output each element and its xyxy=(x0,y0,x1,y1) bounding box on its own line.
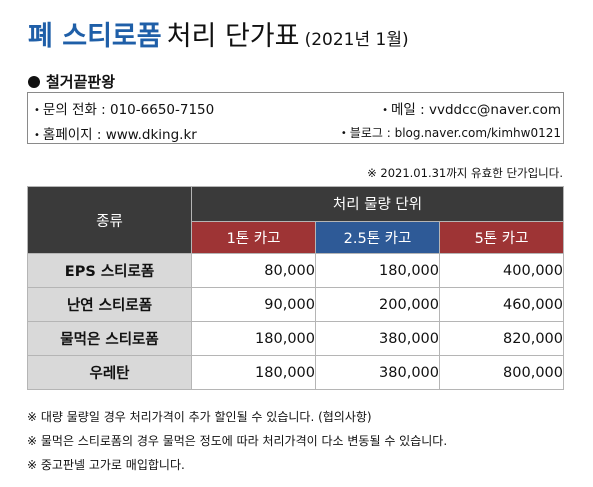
price-cell: 200,000 xyxy=(315,287,440,322)
footnote: ※ 물먹은 스티로폼의 경우 물먹은 정도에 따라 처리가격이 다소 변동될 수… xyxy=(27,434,448,448)
footnote: ※ 중고판넬 고가로 매입합니다. xyxy=(27,458,185,472)
row-label: 물먹은 스티로폼 xyxy=(27,321,192,356)
contact-blog: • 블로그 : blog.naver.com/kimhw0121 xyxy=(341,124,561,141)
title-highlight: 폐 스티로폼 xyxy=(28,21,162,52)
table-row: 난연 스티로폼 90,000 200,000 460,000 xyxy=(27,287,564,322)
price-cell: 820,000 xyxy=(439,321,564,356)
title-date: (2021년 1월) xyxy=(304,30,409,50)
contact-blog-text: 블로그 : blog.naver.com/kimhw0121 xyxy=(349,126,561,140)
col-header-2-5ton: 2.5톤 카고 xyxy=(315,220,440,255)
price-cell: 460,000 xyxy=(439,287,564,322)
row-label: 난연 스티로폼 xyxy=(27,287,192,322)
contact-phone: • 문의 전화 : 010-6650-7150 xyxy=(34,98,214,118)
contact-email-text: 메일 : vvddcc@naver.com xyxy=(391,102,561,118)
contact-homepage-text: 홈페이지 : www.dking.kr xyxy=(42,127,197,143)
bullet-icon: • xyxy=(34,130,40,141)
bullet-icon: • xyxy=(382,105,388,116)
contact-email: • 메일 : vvddcc@naver.com xyxy=(382,98,561,118)
page-title: 폐 스티로폼 처리 단가표 (2021년 1월) xyxy=(28,14,409,53)
footnotes: ※ 대량 물량일 경우 처리가격이 추가 할인될 수 있습니다. (협의사항) … xyxy=(27,405,447,477)
table-row: 물먹은 스티로폼 180,000 380,000 820,000 xyxy=(27,321,564,356)
table-row: 우레탄 180,000 380,000 800,000 xyxy=(27,355,564,390)
bullet-dot-icon xyxy=(28,76,40,88)
col-header-5ton: 5톤 카고 xyxy=(439,220,564,255)
price-cell: 180,000 xyxy=(191,355,316,390)
unit-header: 처리 물량 단위 xyxy=(191,186,564,222)
price-cell: 180,000 xyxy=(191,321,316,356)
row-label: 우레탄 xyxy=(27,355,192,390)
col-header-1ton: 1톤 카고 xyxy=(191,220,316,255)
price-cell: 800,000 xyxy=(439,355,564,390)
price-cell: 400,000 xyxy=(439,253,564,288)
price-cell: 380,000 xyxy=(315,321,440,356)
contact-homepage: • 홈페이지 : www.dking.kr xyxy=(34,123,197,143)
table-row: EPS 스티로폼 80,000 180,000 400,000 xyxy=(27,253,564,288)
price-table: 종류 처리 물량 단위 1톤 카고 2.5톤 카고 5톤 카고 EPS 스티로폼… xyxy=(27,186,564,390)
kind-header: 종류 xyxy=(27,186,192,254)
price-cell: 380,000 xyxy=(315,355,440,390)
price-cell: 180,000 xyxy=(315,253,440,288)
price-cell: 90,000 xyxy=(191,287,316,322)
bullet-icon: • xyxy=(34,105,40,116)
validity-note: ※ 2021.01.31까지 유효한 단가입니다. xyxy=(367,166,563,180)
price-cell: 80,000 xyxy=(191,253,316,288)
footnote: ※ 대량 물량일 경우 처리가격이 추가 할인될 수 있습니다. (협의사항) xyxy=(27,410,372,424)
row-label: EPS 스티로폼 xyxy=(27,253,192,288)
company-heading: 철거끝판왕 xyxy=(28,71,115,92)
title-main: 처리 단가표 xyxy=(166,21,300,52)
company-name: 철거끝판왕 xyxy=(46,73,116,91)
contact-box: • 문의 전화 : 010-6650-7150 • 메일 : vvddcc@nave… xyxy=(27,92,564,144)
contact-phone-text: 문의 전화 : 010-6650-7150 xyxy=(42,102,215,118)
bullet-icon: • xyxy=(340,128,347,139)
